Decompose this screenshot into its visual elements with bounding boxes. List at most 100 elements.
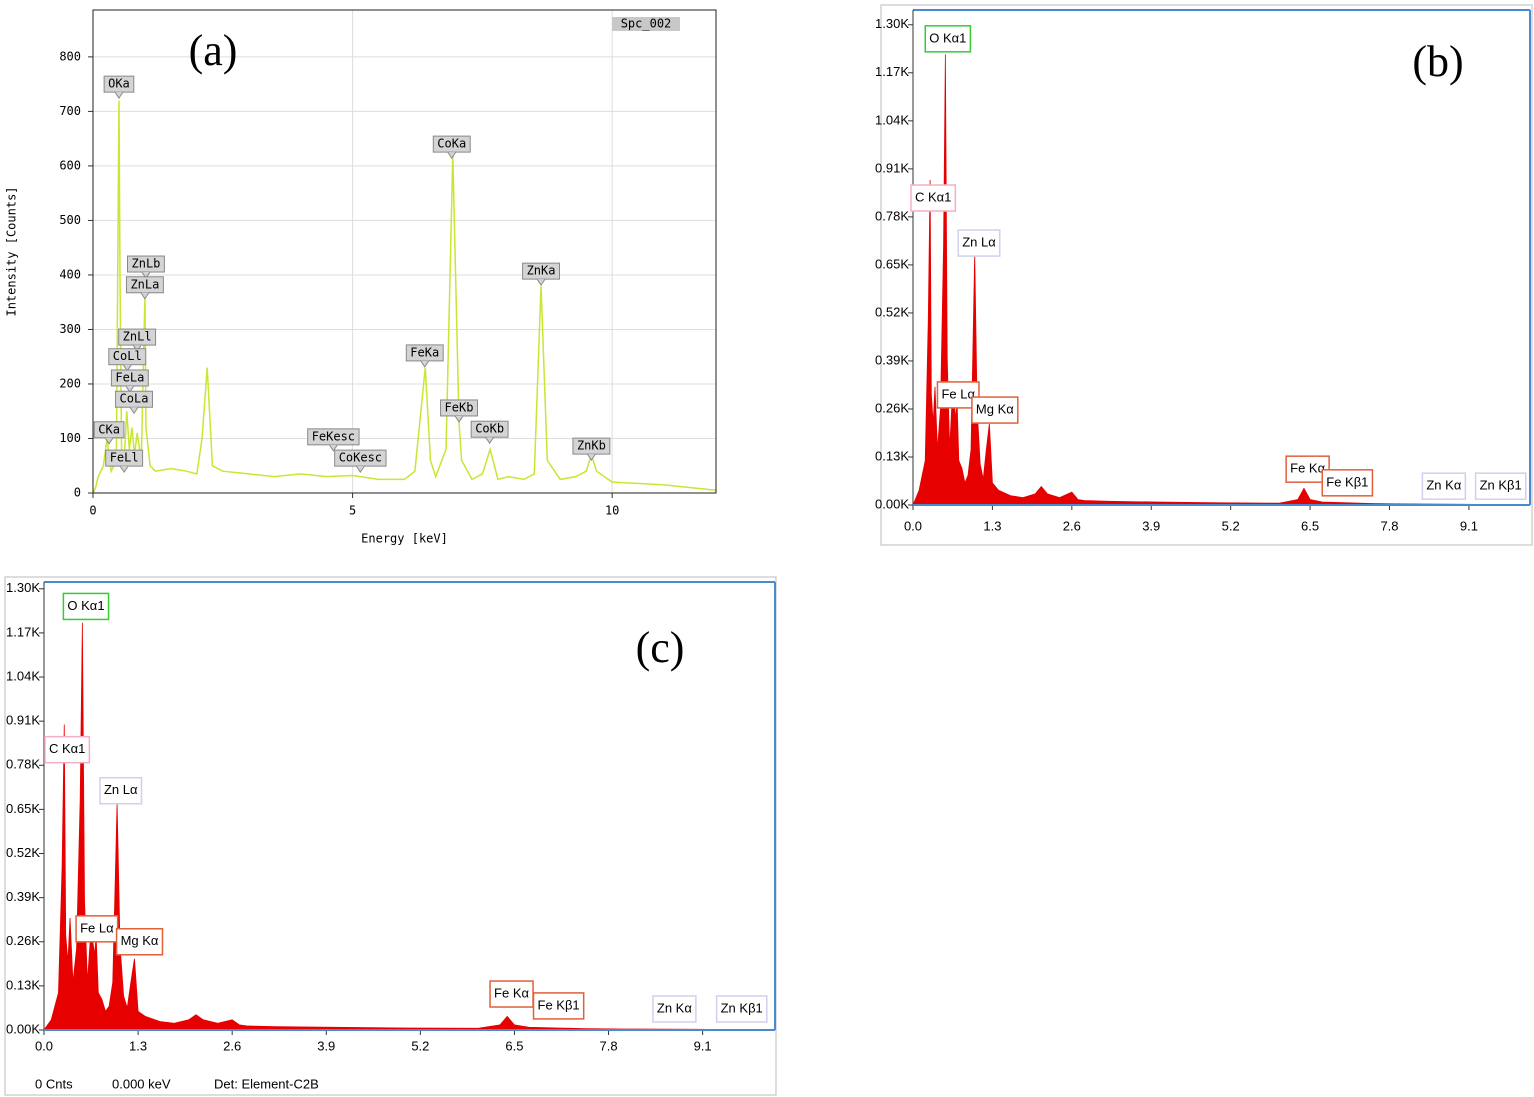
peak-label-text: Fe Lα	[941, 386, 975, 401]
peak-label-box	[115, 928, 164, 956]
peak-label: FeKa	[405, 344, 444, 368]
peak-label-text: Mg Kα	[976, 402, 1014, 417]
y-tick-label: 700	[59, 104, 81, 118]
x-tick-label: 0.0	[35, 1038, 53, 1053]
y-tick-label: 1.17K	[875, 64, 909, 79]
peak-label-text: C Kα1	[49, 741, 85, 756]
peak-pointer	[328, 444, 338, 452]
peak-label-text: Fe Kα	[1290, 461, 1325, 476]
y-tick-label: 0.13K	[6, 977, 40, 992]
peak-label-box	[924, 25, 972, 53]
peak-label-box	[75, 915, 119, 943]
peak-label: Zn Kβ1	[715, 995, 768, 1023]
peak-label-text: CoLl	[113, 349, 142, 363]
peak-label-text: Fe Kβ1	[538, 997, 580, 1012]
y-tick-label: 0.26K	[6, 933, 40, 948]
x-tick-label: 7.8	[599, 1038, 617, 1053]
peak-label-text: O Kα1	[929, 30, 966, 45]
y-tick-label: 0.52K	[6, 845, 40, 860]
peak-label: Mg Kα	[115, 928, 164, 956]
x-tick-label: 9.1	[1460, 518, 1478, 533]
peak-label: ZnKb	[572, 437, 611, 462]
peak-label-text: ZnKb	[577, 439, 606, 453]
peak-label: Zn Lα	[957, 229, 1001, 257]
peak-label: Fe Lα	[75, 915, 119, 943]
peak-label-text: FeLl	[110, 451, 139, 465]
peak-pointer	[119, 465, 129, 474]
peak-pointer	[114, 91, 124, 100]
peak-label-text: OKa	[108, 77, 130, 91]
peak-label-text: Zn Kα	[657, 1000, 692, 1015]
peak-label-box	[99, 776, 143, 805]
peak-label: Zn Kα	[1421, 472, 1467, 500]
peak-label-box	[532, 992, 585, 1020]
peak-label: C Kα1	[44, 735, 91, 764]
peak-label: Zn Lα	[99, 776, 143, 805]
peak-label-text: ZnLl	[123, 330, 152, 344]
y-tick-label: 1.30K	[875, 16, 909, 31]
y-tick-label: 1.30K	[6, 580, 40, 595]
peak-pointer	[420, 360, 430, 368]
peak-label-text: FeKa	[410, 345, 439, 359]
footer-text: 0.000 keV	[112, 1076, 171, 1091]
y-tick-label: 0.39K	[875, 352, 909, 367]
y-tick-label: 0.78K	[6, 757, 40, 772]
x-tick-label: 3.9	[1142, 518, 1160, 533]
peak-label-text: Mg Kα	[121, 933, 159, 948]
peak-label: CoKesc	[334, 449, 387, 474]
peak-label: C Kα1	[910, 184, 957, 212]
peak-label: OKa	[103, 75, 135, 100]
peak-label: Fe Kα	[489, 980, 534, 1008]
peak-label-text: CoKa	[437, 137, 466, 151]
peak-label: ZnLa	[125, 276, 164, 300]
peak-label: Zn Kα	[652, 995, 697, 1023]
peak-label-text: ZnLa	[130, 277, 159, 291]
peak-label-text: FeKesc	[312, 429, 355, 443]
peak-label-box	[652, 995, 697, 1023]
x-tick-label: 6.5	[1301, 518, 1319, 533]
x-tick-label: 10	[605, 504, 619, 518]
y-tick-label: 0.78K	[875, 208, 909, 223]
peak-label-box	[1321, 469, 1374, 497]
y-tick-label: 0.91K	[875, 160, 909, 175]
y-tick-label: 0.00K	[875, 496, 909, 511]
peak-pointer	[586, 453, 596, 462]
peak-label: ZnLb	[127, 255, 165, 279]
x-tick-label: 9.1	[694, 1038, 712, 1053]
panel-label: (b)	[1412, 37, 1463, 86]
peak-label-box	[910, 184, 957, 212]
y-tick-label: 800	[59, 49, 81, 63]
peak-label: FeKesc	[307, 428, 360, 452]
peak-label-text: Zn Lα	[104, 782, 138, 797]
peak-label-text: CoKb	[475, 422, 504, 436]
y-tick-label: 0.65K	[6, 801, 40, 816]
peak-pointer	[104, 437, 114, 445]
x-tick-label: 0	[89, 504, 96, 518]
x-tick-label: 1.3	[983, 518, 1001, 533]
peak-label: FeLl	[105, 449, 144, 474]
panel-label: (c)	[636, 623, 685, 672]
plot-frame	[92, 9, 717, 494]
panel-label: (a)	[189, 26, 238, 75]
peak-label: Fe Kβ1	[532, 992, 585, 1020]
footer-text: 0 Cnts	[35, 1076, 73, 1091]
spectrum-area	[912, 54, 1531, 506]
spectrum-area	[43, 622, 776, 1031]
peak-label: FeKb	[440, 399, 478, 423]
peak-label-box	[1474, 472, 1527, 500]
y-tick-label: 0.52K	[875, 304, 909, 319]
peak-label-text: FeKb	[445, 400, 474, 414]
peak-label-box	[971, 396, 1019, 424]
y-tick-label: 600	[59, 158, 81, 172]
footer-text: Det: Element-C2B	[214, 1076, 319, 1091]
peak-label-box	[957, 229, 1001, 257]
peak-label-text: Zn Kβ1	[721, 1000, 763, 1015]
y-tick-label: 200	[59, 376, 81, 390]
y-tick-label: 0.00K	[6, 1021, 40, 1036]
peak-label-text: Zn Lα	[962, 235, 996, 250]
peak-label-box	[62, 592, 110, 621]
x-tick-label: 5.2	[411, 1038, 429, 1053]
peak-label-text: C Kα1	[915, 189, 951, 204]
peak-label: CoKb	[470, 420, 509, 445]
